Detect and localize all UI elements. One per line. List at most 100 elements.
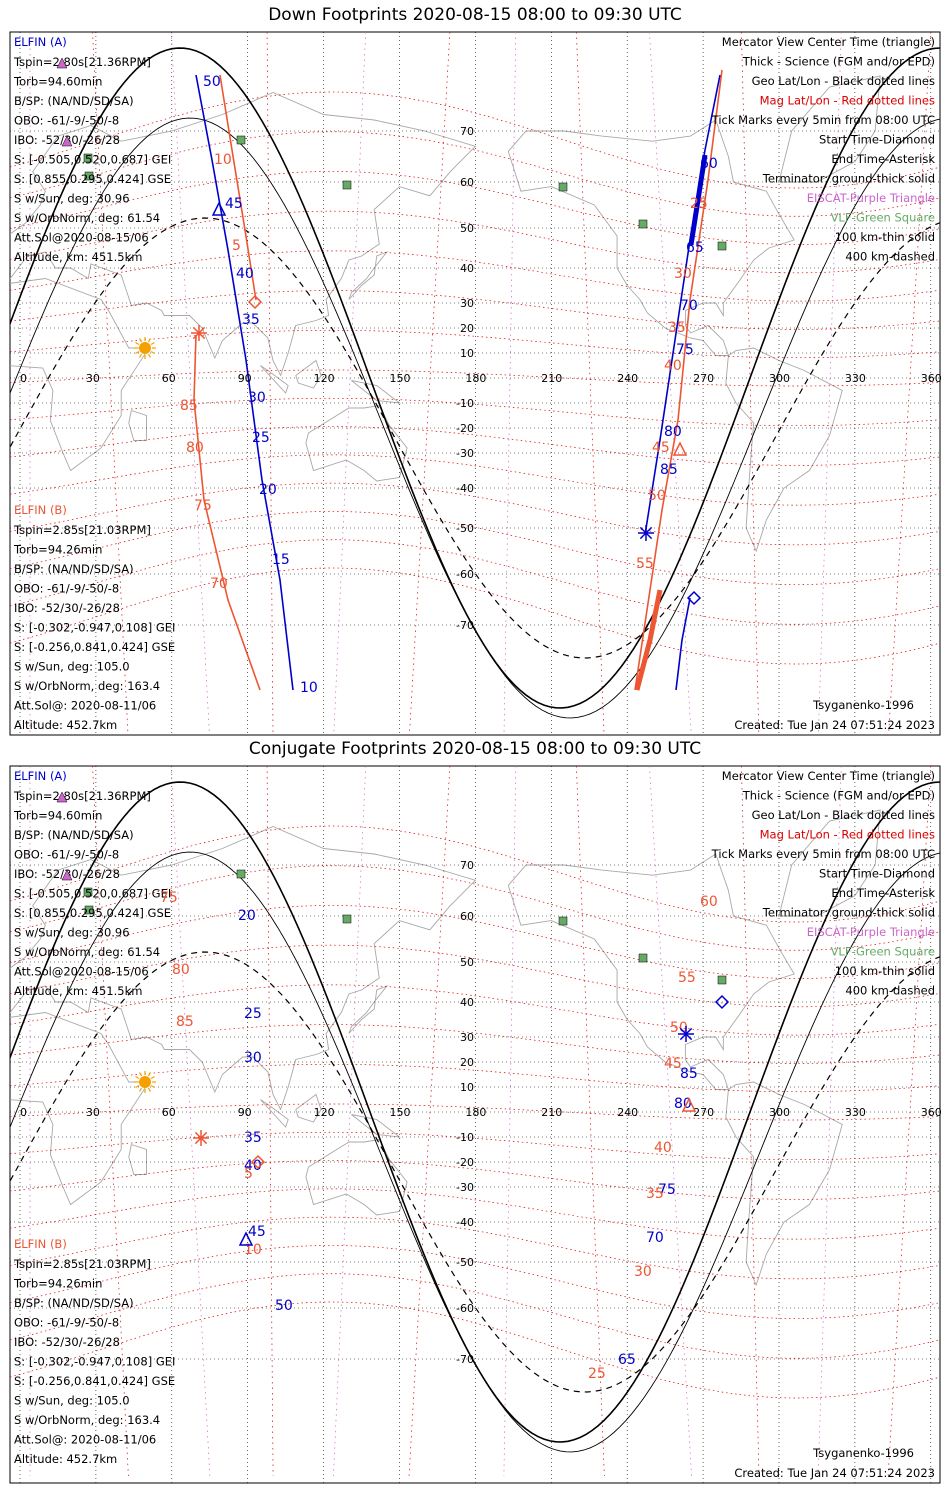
legend-line: Start Time-Diamond xyxy=(819,867,935,881)
elfin-a-info-line: B/SP: (NA/ND/SD/SA) xyxy=(14,94,134,108)
map-area xyxy=(10,32,940,735)
elfin-a-tick-label: 80 xyxy=(664,424,682,440)
mag-parallel xyxy=(10,1131,940,1161)
coastline xyxy=(10,826,477,1111)
elfin-b-tick-label: 55 xyxy=(678,970,696,986)
model-label: Tsyganenko-1996 xyxy=(812,698,914,712)
elfin-a-science-segment xyxy=(688,154,708,246)
lat-tick-label: -30 xyxy=(456,1181,474,1194)
eiscat-triangle xyxy=(61,869,73,881)
lon-tick-label: 210 xyxy=(541,372,562,385)
legend-line: VLF-Green Square xyxy=(831,945,935,959)
mag-parallel xyxy=(10,290,940,330)
elfin-b-tick-label: 40 xyxy=(654,1140,672,1156)
mag-meridian xyxy=(170,766,211,1477)
lon-tick-label: 0 xyxy=(20,1106,27,1119)
lat-tick-label: 30 xyxy=(460,1031,474,1044)
elfin-b-tick-label: 35 xyxy=(646,1186,664,1202)
elfin-b-tick-label: 45 xyxy=(652,440,670,456)
elfin-b-tick-label: 60 xyxy=(700,894,718,910)
mag-parallel xyxy=(10,250,940,302)
lat-tick-label: 40 xyxy=(460,262,474,275)
elfin-b-info-line: B/SP: (NA/ND/SD/SA) xyxy=(14,1296,134,1310)
coastline xyxy=(725,347,843,553)
down-panel-title: Down Footprints 2020-08-15 08:00 to 09:3… xyxy=(268,5,682,25)
elfin-b-info-line: Torb=94.26min xyxy=(13,1277,102,1291)
end-time-asterisk xyxy=(191,325,207,341)
coastline xyxy=(260,365,289,394)
lat-tick-label: 10 xyxy=(460,1081,474,1094)
mag-parallel xyxy=(10,329,940,359)
elfin-a-tick-label: 70 xyxy=(646,1230,664,1246)
lat-tick-label: 60 xyxy=(460,176,474,189)
vlf-station-square xyxy=(83,153,93,163)
elfin-a-tick-label: 70 xyxy=(680,298,698,314)
coastline xyxy=(128,1144,147,1175)
legend-line: Mercator View Center Time (triangle) xyxy=(722,35,935,49)
mag-parallel xyxy=(10,482,940,546)
lat-tick-label: -40 xyxy=(456,482,474,495)
elfin-b-tick-label: 75 xyxy=(160,890,178,906)
coastline xyxy=(778,75,881,183)
elfin-b-tick-label: 10 xyxy=(214,152,232,168)
elfin-b-tick-label: 50 xyxy=(648,488,666,504)
lon-tick-label: 330 xyxy=(845,1106,866,1119)
map-area xyxy=(10,766,940,1483)
mag-meridian xyxy=(741,766,760,1477)
legend-line: 400 km-dashed xyxy=(845,984,935,998)
map-frame xyxy=(9,31,941,736)
elfin-b-info-line: Att.Sol@: 2020-08-11/06 xyxy=(14,699,156,713)
lon-tick-label: 270 xyxy=(693,1106,714,1119)
mag-parallel xyxy=(10,91,940,189)
lat-tick-label: -40 xyxy=(456,1216,474,1229)
elfin-a-info-line: Att.Sol@2020-08-15/06 xyxy=(14,231,149,245)
mag-parallel xyxy=(10,1063,940,1093)
mag-parallel xyxy=(10,454,940,506)
mag-parallel xyxy=(10,1188,940,1240)
coastline xyxy=(725,1081,843,1287)
sun-icon xyxy=(139,342,151,354)
lat-tick-label: -60 xyxy=(456,1302,474,1315)
elfin-b-tick-label: 25 xyxy=(690,196,708,212)
elfin-a-info-line: Altitude, km: 451.5km xyxy=(14,250,142,264)
elfin-b-info-line: S w/Sun, deg: 105.0 xyxy=(14,660,130,674)
terminator-400km xyxy=(10,951,940,1393)
lon-tick-label: 150 xyxy=(390,372,411,385)
mag-meridian xyxy=(818,32,842,733)
mag-parallel xyxy=(10,210,940,274)
elfin-b-tick-label: 85 xyxy=(180,398,198,414)
legend-line: EISCAT-Purple Triangle xyxy=(807,191,935,205)
mag-parallel xyxy=(10,171,940,245)
lon-tick-label: 60 xyxy=(162,372,176,385)
terminator-100km xyxy=(10,851,940,1453)
elfin-b-info-line: S w/OrbNorm, deg: 163.4 xyxy=(14,1413,160,1427)
vlf-station-square xyxy=(558,182,568,192)
mag-meridian xyxy=(92,32,129,733)
coastline xyxy=(351,380,402,404)
legend-line: 100 km-thin solid xyxy=(835,230,935,244)
elfin-b-tick-label: 40 xyxy=(664,358,682,374)
mag-meridian xyxy=(408,766,451,1477)
vlf-station-square xyxy=(236,869,246,879)
lon-tick-label: 90 xyxy=(238,1106,252,1119)
mag-parallel xyxy=(10,984,940,1036)
mag-parallel xyxy=(10,825,940,923)
created-timestamp: Created: Tue Jan 24 07:51:24 2023 xyxy=(734,1466,935,1480)
mag-parallel xyxy=(10,397,940,427)
mag-meridian xyxy=(888,32,932,733)
mag-parallel xyxy=(10,1301,940,1399)
elfin-a-info-line: S w/OrbNorm, deg: 61.54 xyxy=(14,211,160,225)
lon-tick-label: 120 xyxy=(314,372,335,385)
mag-meridian xyxy=(266,32,274,733)
elfin-a-tick-label: 20 xyxy=(259,482,277,498)
mag-meridian xyxy=(333,766,367,1477)
elfin-a-tick-label: 35 xyxy=(242,312,260,328)
elfin-b-info-line: S w/Sun, deg: 105.0 xyxy=(14,1394,130,1408)
elfin-a-info-line: S: [-0.505,0.520,0.687] GEI xyxy=(14,153,171,167)
legend-line: 400 km-dashed xyxy=(845,250,935,264)
coastline xyxy=(128,410,147,441)
elfin-a-tick-label: 75 xyxy=(676,342,694,358)
down-footprint-map: 0 30 60 90 120 150 180 210 240 270 300 330 360 70 60 50… xyxy=(9,31,942,736)
elfin-b-tick-label: 30 xyxy=(634,1264,652,1280)
